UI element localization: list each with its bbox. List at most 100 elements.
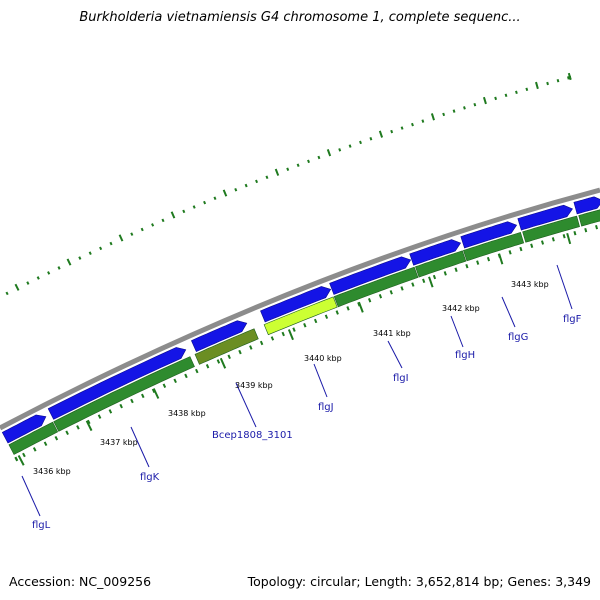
outer-tick [494,96,498,101]
kbp-minor-tick [216,359,221,364]
kbp-label: 3442 kbp [442,304,480,313]
kbp-label: 3437 kbp [100,438,138,447]
forward-gene[interactable] [47,347,187,420]
reverse-gene[interactable] [8,421,59,455]
outer-tick [182,209,186,214]
kbp-minor-tick [400,286,404,291]
gene-label-flgj[interactable]: flgJ [318,402,334,413]
kbp-minor-tick [595,224,599,230]
gene-label-flgh[interactable]: flgH [455,350,475,361]
outer-tick [14,283,20,291]
forward-gene[interactable] [191,320,248,352]
kbp-label: 3436 kbp [33,467,71,476]
outer-tick [109,241,113,246]
reverse-gene[interactable] [53,356,195,432]
kbp-minor-tick [270,336,275,341]
kbp-minor-tick [486,256,491,262]
forward-gene[interactable] [1,414,47,444]
gene-labels[interactable]: flgL flgK Bcep1808_3101 flgJ flgI flgH flgG flg… [32,314,582,531]
outer-tick-ring [5,72,572,296]
forward-gene[interactable] [517,204,573,231]
reverse-gene[interactable] [522,215,580,243]
forward-gene[interactable] [573,196,600,215]
genome-stats-text: Topology: circular; Length: 3,652,814 bp… [247,574,591,589]
outer-tick [390,129,394,134]
outer-tick [567,76,570,80]
forward-gene[interactable] [260,286,332,323]
kbp-label: 3441 kbp [373,329,411,338]
kbp-minor-tick [519,246,523,252]
outer-tick [535,81,539,90]
kbp-labels: 3436 kbp 3437 kbp 3438 kbp 3439 kbp 3440 kbp… [33,280,549,476]
outer-tick [265,175,269,180]
outer-tick [274,168,280,176]
outer-tick [504,93,508,98]
kbp-minor-tick [530,243,534,248]
reverse-gene[interactable] [578,208,600,227]
kbp-label: 3439 kbp [235,381,273,390]
map-title: Burkholderia vietnamiensis G4 chromosome… [79,10,521,25]
gene-label-flgi[interactable]: flgI [393,373,409,384]
outer-tick [151,223,155,227]
kbp-minor-tick [551,237,555,242]
gene-label-flgg[interactable]: flgG [508,332,528,343]
outer-tick [317,155,321,160]
reverse-gene[interactable] [333,266,419,308]
forward-gene[interactable] [329,256,412,295]
outer-tick [411,122,414,127]
kbp-minor-tick [411,282,415,287]
gene-label-connector [387,340,403,369]
forward-gene[interactable] [460,221,518,249]
kbp-minor-tick [540,240,545,245]
kbp-minor-tick [54,435,59,441]
outer-tick [482,96,487,105]
kbp-major-tick [358,301,364,313]
gene-label-bcep1808-3101[interactable]: Bcep1808_3101 [212,430,293,441]
kbp-minor-tick [205,364,210,369]
outer-tick [118,234,124,242]
kbp-minor-tick [562,234,566,239]
kbp-minor-tick [238,349,242,355]
kbp-major-tick [219,357,227,369]
kbp-label: 3440 kbp [304,354,342,363]
reverse-gene[interactable] [463,232,525,262]
gene-label-connector [313,363,328,398]
outer-tick [234,187,238,192]
kbp-minor-tick [65,430,69,435]
kbp-minor-tick [378,294,383,299]
forward-strand-genes[interactable] [1,196,600,444]
outer-tick [452,109,456,113]
outer-tick [36,276,40,280]
kbp-minor-tick [335,310,339,315]
kbp-minor-tick [324,314,329,319]
kbp-minor-tick [76,425,80,430]
outer-tick [244,183,248,188]
forward-gene[interactable] [409,239,462,266]
outer-tick [546,81,549,86]
outer-tick [99,246,103,251]
reverse-strand-genes[interactable] [8,208,600,455]
highlighted-gene[interactable] [263,296,338,336]
outer-tick [222,189,228,197]
pseudo-gene[interactable] [194,328,259,365]
kbp-major-tick [152,388,160,399]
kbp-minor-tick [108,409,113,414]
gene-label-connector [235,382,257,428]
kbp-minor-tick [389,290,393,295]
gene-label-flgf[interactable]: flgF [563,314,582,325]
kbp-minor-tick [249,345,253,350]
gene-label-connector [450,315,464,348]
kbp-major-tick [287,329,294,341]
outer-tick [359,140,362,145]
kbp-minor-tick [443,271,447,276]
kbp-minor-tick [227,354,231,360]
outer-tick [515,90,518,95]
reverse-gene[interactable] [415,250,467,278]
outer-tick [400,126,404,130]
outer-tick [286,167,290,171]
gene-label-flgl[interactable]: flgL [32,520,51,531]
gene-label-flgk[interactable]: flgK [140,472,160,483]
outer-tick [369,136,373,141]
kbp-minor-tick [584,227,588,233]
